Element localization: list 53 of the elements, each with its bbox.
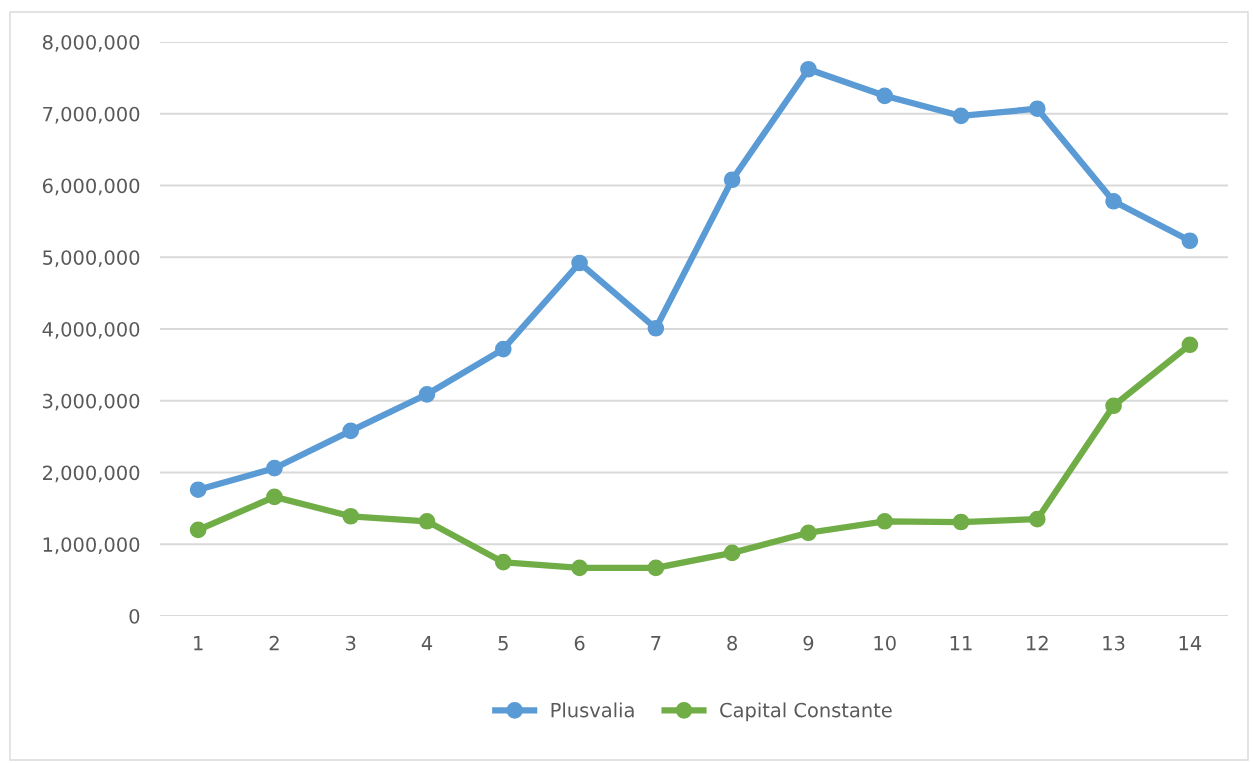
x-tick-label: 4 xyxy=(421,636,433,651)
x-tick-label: 5 xyxy=(498,636,508,651)
y-tick-label: 6,000,000 xyxy=(42,178,140,196)
y-tick-label: 5,000,000 xyxy=(43,250,140,267)
point xyxy=(571,559,588,577)
point xyxy=(189,481,207,499)
x-tick-label: 7 xyxy=(651,636,661,651)
x-tick-label: 11 xyxy=(950,636,972,651)
x-tick-label: 8 xyxy=(727,635,737,651)
x-tick-label: 10 xyxy=(874,635,896,651)
y-tick-label: 3,000,000 xyxy=(43,393,140,411)
point xyxy=(647,559,665,577)
point xyxy=(189,521,207,539)
point xyxy=(952,107,970,125)
point xyxy=(1105,192,1122,210)
point xyxy=(1105,397,1122,415)
y-tick-label: 1,000,000 xyxy=(43,537,140,554)
y-tick-label: 4,000,000 xyxy=(42,321,140,339)
y-tick-label: 2,000,000 xyxy=(43,465,140,483)
point xyxy=(1028,100,1046,118)
point xyxy=(494,340,512,358)
x-tick-label: 13 xyxy=(1103,635,1125,651)
x-tick-label: 12 xyxy=(1027,635,1048,651)
point xyxy=(418,512,436,530)
point xyxy=(266,488,283,506)
point xyxy=(342,422,360,440)
point xyxy=(876,512,894,530)
y-tick-label: 0 xyxy=(129,608,140,624)
x-tick-label: 2 xyxy=(269,635,279,651)
point xyxy=(723,171,741,189)
legend-label: Plusvalia xyxy=(551,702,634,718)
x-tick-label: 3 xyxy=(346,635,356,651)
x-tick-label: 6 xyxy=(574,635,585,651)
y-tick-label: 7,000,000 xyxy=(43,106,140,124)
point xyxy=(494,553,512,571)
point xyxy=(266,459,283,477)
x-tick-label: 1 xyxy=(194,636,203,651)
x-tick-label: 9 xyxy=(803,635,814,651)
point xyxy=(418,385,436,403)
point xyxy=(876,87,894,105)
point xyxy=(952,513,970,531)
point xyxy=(647,319,665,337)
point xyxy=(1181,336,1199,354)
point xyxy=(1181,232,1199,250)
legend-label: Capital Constante xyxy=(720,702,892,722)
point xyxy=(1028,510,1046,528)
point xyxy=(723,544,741,562)
point xyxy=(800,524,817,542)
point xyxy=(800,60,817,78)
point xyxy=(342,507,360,525)
x-tick-label: 14 xyxy=(1179,636,1202,651)
point xyxy=(571,254,588,272)
y-tick-label: 8,000,000 xyxy=(42,34,140,52)
